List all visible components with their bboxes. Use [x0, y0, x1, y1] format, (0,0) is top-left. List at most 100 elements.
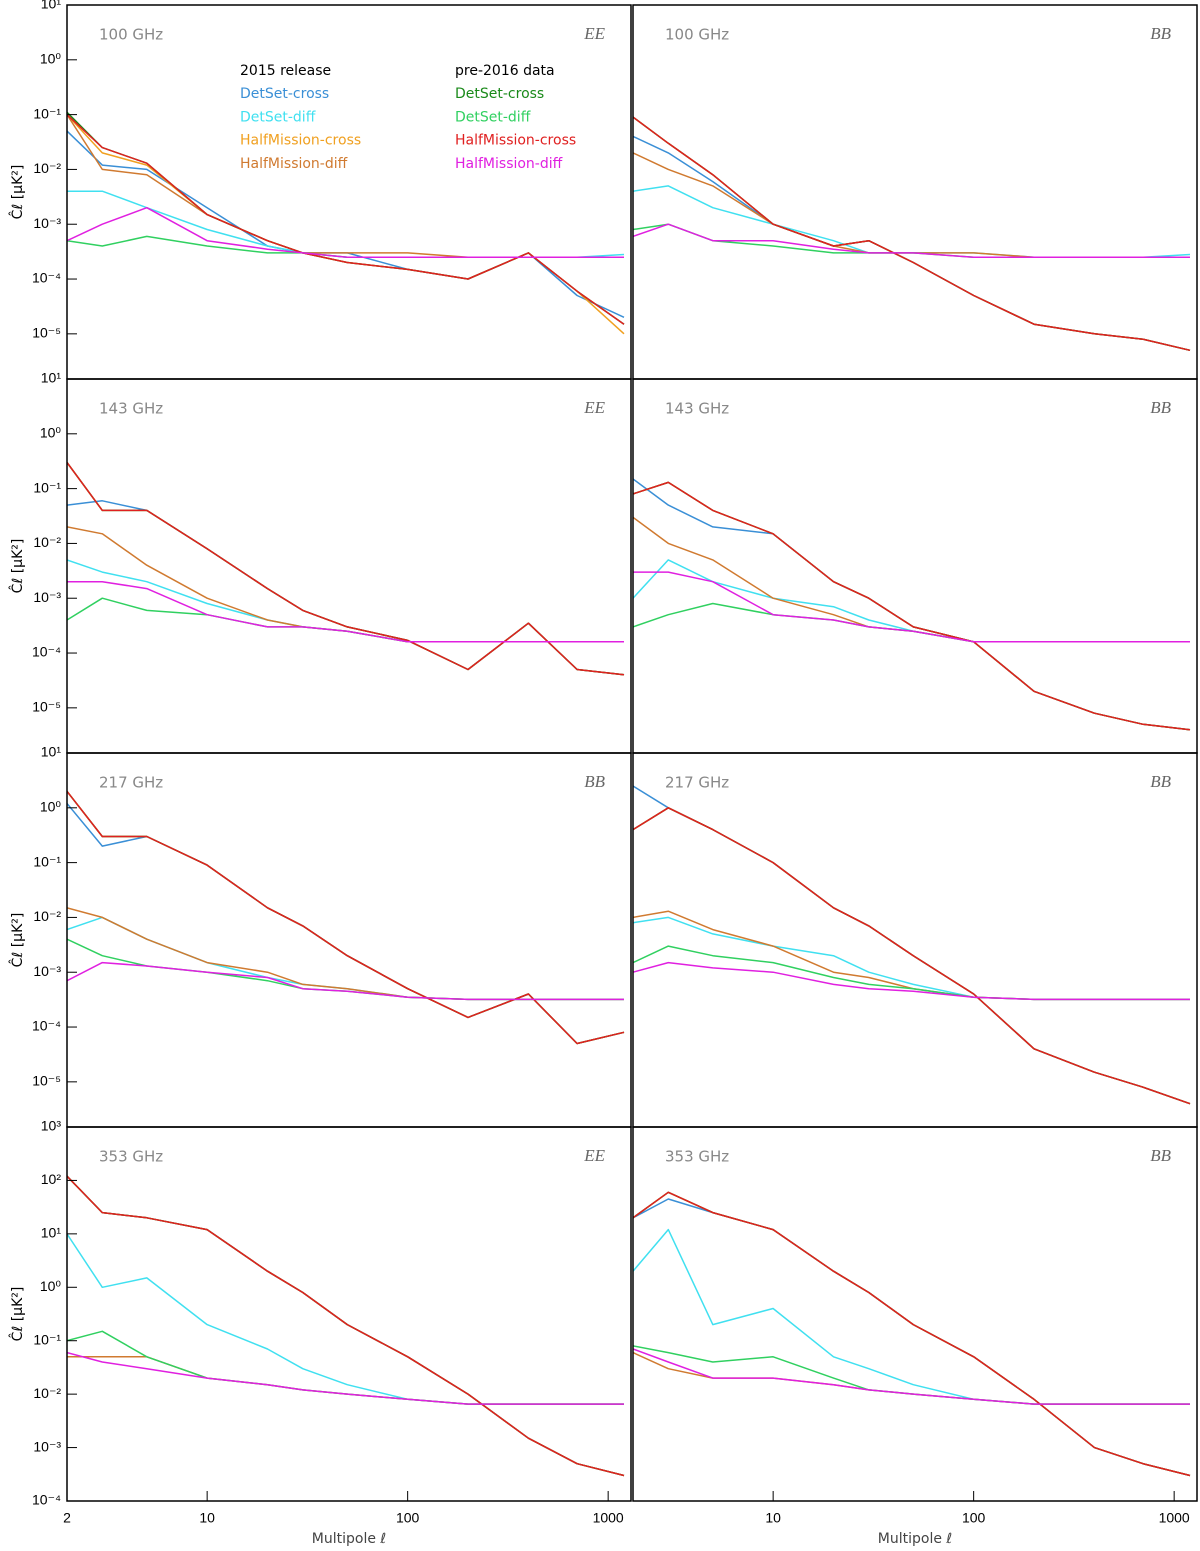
- series-line: [633, 559, 1190, 643]
- panel-title: 353 GHz: [99, 1148, 163, 1166]
- panel-mode: EE: [583, 24, 605, 43]
- series-line: [67, 1175, 625, 1477]
- series-line: [67, 462, 625, 676]
- y-tick-label: 10¹: [41, 744, 62, 760]
- series-line: [633, 116, 1191, 352]
- panel-title: 353 GHz: [665, 1148, 729, 1166]
- x-tick-label: 10: [765, 1510, 781, 1526]
- panel-mode: BB: [1150, 398, 1171, 417]
- series-line: [633, 1191, 1191, 1477]
- series-line: [67, 961, 624, 1001]
- series-line: [67, 1233, 624, 1405]
- x-tick-label: 1000: [593, 1510, 624, 1526]
- y-tick-label: 10⁰: [40, 1278, 62, 1294]
- series-line: [633, 602, 1190, 643]
- y-tick-label: 10⁻³: [33, 1438, 61, 1454]
- panel-frame: [632, 1126, 1198, 1502]
- y-axis-label: Ĉℓ [μK²]: [8, 913, 26, 968]
- y-tick-label: 10⁻³: [33, 589, 61, 605]
- x-tick-label: 1000: [1159, 1510, 1190, 1526]
- panel-mode: BB: [584, 772, 605, 791]
- series-line: [633, 571, 1190, 643]
- panel-title: 100 GHz: [665, 26, 729, 44]
- panel-frame: [632, 378, 1198, 754]
- x-tick-label: 100: [962, 1510, 986, 1526]
- x-tick-label: 2: [63, 1510, 71, 1526]
- legend-entry: HalfMission-diff: [455, 156, 563, 172]
- x-tick-label: 100: [396, 1510, 420, 1526]
- panel-frame: [66, 4, 632, 380]
- panel-frame: [632, 4, 1198, 380]
- panel-frame: [66, 378, 632, 754]
- y-axis-label: Ĉℓ [μK²]: [8, 539, 26, 594]
- series-line: [633, 916, 1190, 1001]
- series-line: [67, 190, 625, 258]
- y-tick-label: 10⁻³: [33, 215, 61, 231]
- y-tick-label: 10¹: [41, 370, 62, 386]
- y-tick-label: 10⁻²: [33, 1385, 61, 1401]
- plot-area: [633, 478, 1191, 731]
- y-tick-label: 10⁻³: [33, 963, 61, 979]
- legend-entry: HalfMission-diff: [240, 156, 348, 172]
- series-line: [67, 1351, 624, 1405]
- panel-frame: [66, 752, 632, 1128]
- series-line: [633, 516, 1190, 643]
- legend-entry: DetSet-cross: [455, 86, 544, 102]
- x-axis-label: Multipole ℓ: [312, 1531, 386, 1547]
- panel-mode: BB: [1150, 1146, 1171, 1165]
- series-line: [633, 481, 1191, 731]
- panel-title: 217 GHz: [99, 774, 163, 792]
- series-line: [67, 206, 624, 258]
- series-line: [633, 1191, 1191, 1477]
- y-tick-label: 10⁻⁵: [32, 1073, 61, 1089]
- y-axis-label: Ĉℓ [μK²]: [8, 1287, 26, 1342]
- series-line: [67, 1175, 625, 1477]
- plot-area: [67, 462, 625, 676]
- y-tick-label: 10⁻⁴: [32, 270, 61, 286]
- legend-entry: DetSet-diff: [455, 109, 531, 125]
- series-line: [633, 1198, 1191, 1477]
- panel-mode: EE: [583, 1146, 605, 1165]
- y-tick-label: 10⁻¹: [33, 1331, 61, 1347]
- series-line: [67, 235, 624, 258]
- legend-entry: DetSet-diff: [240, 109, 316, 125]
- y-tick-label: 10¹: [41, 1225, 62, 1241]
- plot-area: [633, 1191, 1191, 1477]
- x-axis-label: Multipole ℓ: [878, 1531, 952, 1547]
- series-line: [633, 1348, 1190, 1405]
- panel-mode: EE: [583, 398, 605, 417]
- panel-mode: BB: [1150, 24, 1171, 43]
- y-tick-label: 10⁻¹: [33, 853, 61, 869]
- y-tick-label: 10⁰: [40, 51, 62, 67]
- plot-area: [67, 111, 625, 335]
- series-line: [633, 785, 1191, 1105]
- series-line: [67, 500, 625, 676]
- panel-title: 143 GHz: [99, 400, 163, 418]
- series-line: [67, 462, 625, 676]
- series-line: [67, 559, 624, 643]
- legend-entry: HalfMission-cross: [455, 133, 576, 149]
- plot-area: [633, 116, 1191, 352]
- series-line: [633, 116, 1191, 352]
- y-tick-label: 10⁻²: [33, 908, 61, 924]
- y-tick-label: 10⁰: [40, 425, 62, 441]
- panel-title: 143 GHz: [665, 400, 729, 418]
- legend-entry: DetSet-cross: [240, 86, 329, 102]
- y-tick-label: 10⁻⁴: [32, 1492, 61, 1508]
- x-tick-label: 10: [199, 1510, 215, 1526]
- series-line: [67, 1356, 624, 1405]
- series-line: [67, 1175, 625, 1477]
- series-line: [67, 114, 625, 325]
- series-line: [633, 185, 1191, 258]
- plot-area: [67, 1175, 625, 1477]
- series-line: [67, 803, 625, 1045]
- y-tick-label: 10²: [41, 1171, 62, 1187]
- series-line: [633, 135, 1191, 352]
- y-tick-label: 10⁻²: [33, 160, 61, 176]
- series-line: [633, 481, 1191, 731]
- panel-frame: [66, 1126, 632, 1502]
- y-tick-label: 10⁻⁵: [32, 325, 61, 341]
- series-line: [67, 526, 624, 643]
- series-line: [67, 1175, 625, 1477]
